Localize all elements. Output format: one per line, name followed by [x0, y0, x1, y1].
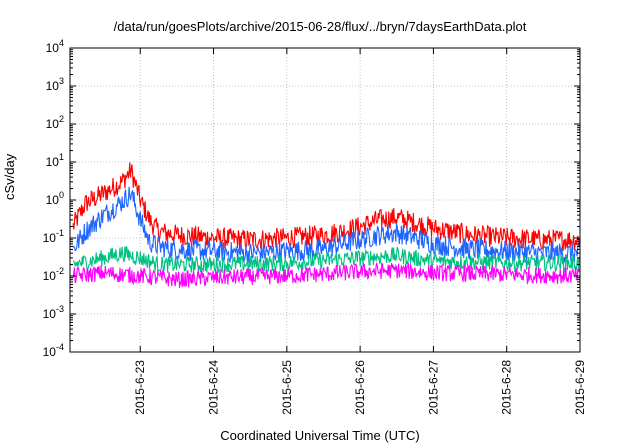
x-tick-label: 2015-6-27 — [426, 360, 440, 415]
series-line-1 — [72, 162, 580, 252]
series-lines — [72, 162, 580, 288]
y-tick-label: 102 — [46, 114, 64, 131]
series-line-2 — [72, 186, 580, 264]
y-tick-label: 104 — [46, 38, 64, 55]
y-tick-label: 103 — [46, 76, 64, 93]
y-tick-label: 101 — [46, 152, 64, 169]
x-tick-label: 2015-6-25 — [280, 360, 294, 415]
series-line-4 — [72, 261, 580, 288]
axis-ticks: 10-4 10-3 10-2 10-1 100 101 102 103 104 2015-6-23… — [43, 38, 587, 415]
x-tick-label: 2015-6-28 — [500, 360, 514, 415]
y-tick-label: 10-4 — [43, 342, 64, 359]
x-tick-label: 2015-6-24 — [207, 360, 221, 415]
y-tick-label: 100 — [46, 190, 64, 207]
series-line-3 — [72, 246, 580, 274]
x-tick-label: 2015-6-23 — [133, 360, 147, 415]
x-tick-label: 2015-6-29 — [573, 360, 587, 415]
grid-lines — [70, 48, 580, 352]
y-tick-label: 10-1 — [43, 228, 64, 245]
x-axis-label: Coordinated Universal Time (UTC) — [220, 428, 420, 443]
x-tick-label: 2015-6-26 — [353, 360, 367, 415]
y-tick-label: 10-3 — [43, 304, 64, 321]
y-tick-label: 10-2 — [43, 266, 64, 283]
chart-title: /data/run/goesPlots/archive/2015-06-28/f… — [113, 19, 527, 34]
